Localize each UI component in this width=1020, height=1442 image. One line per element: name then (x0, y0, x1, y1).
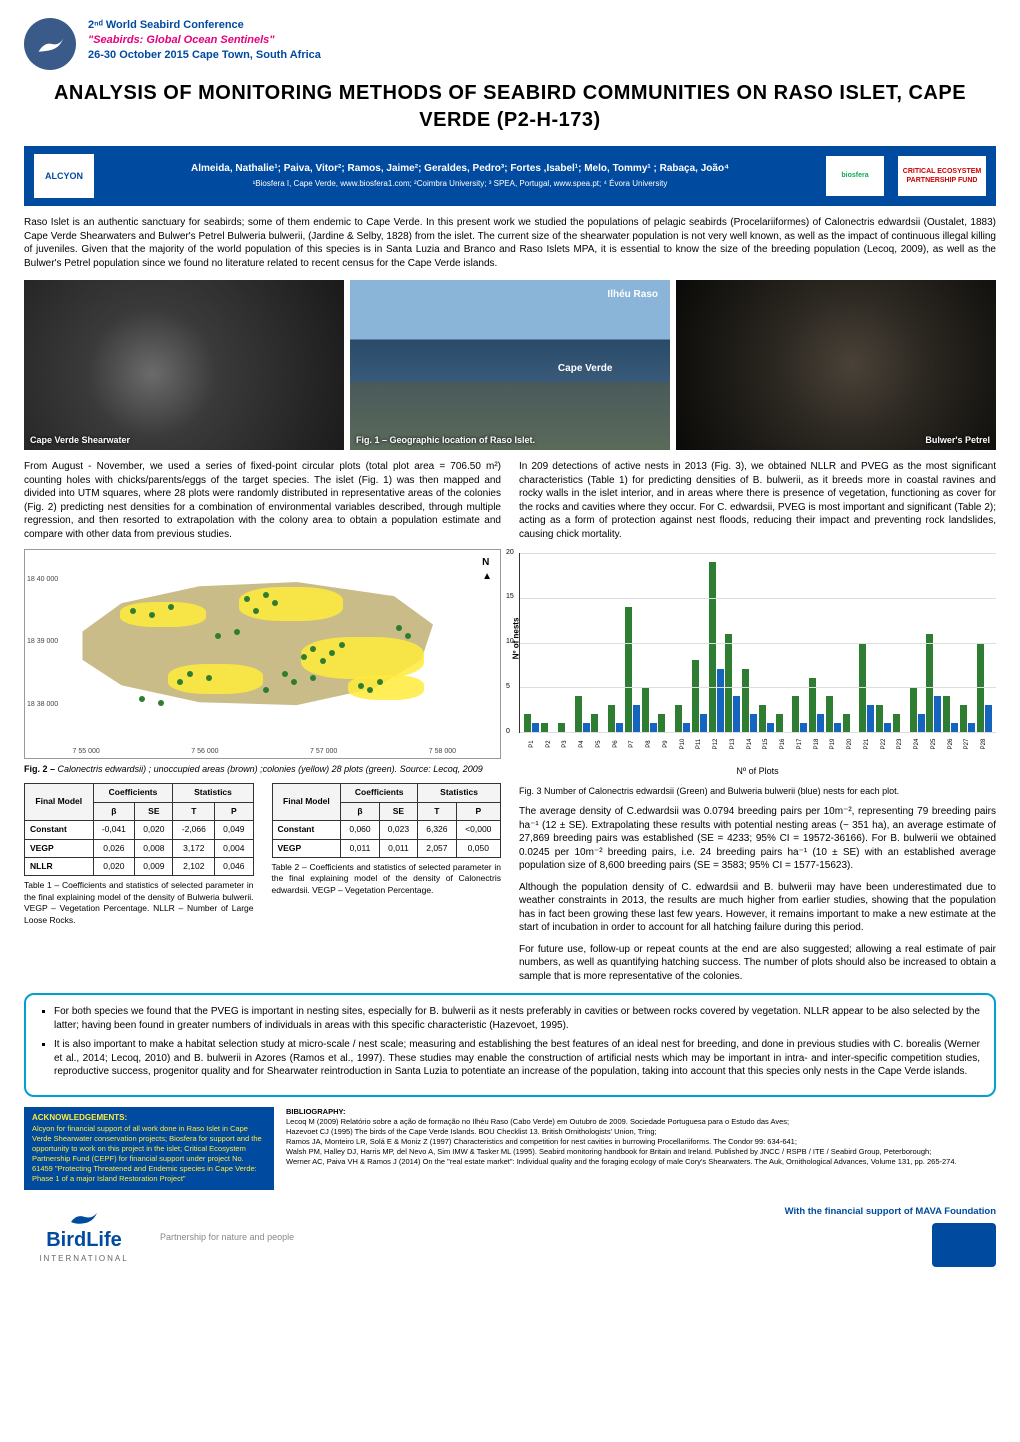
author-bar: ALCYON Almeida, Nathalie¹; Paiva, Vitor²… (24, 146, 996, 206)
birdlife-logo: BirdLife INTERNATIONAL (24, 1209, 144, 1265)
cv-label: Cape Verde (558, 362, 612, 376)
plot-point (310, 675, 316, 681)
author-affil: ¹Biosfera I, Cape Verde, www.biosfera1.c… (108, 179, 812, 190)
birdlife-intl: INTERNATIONAL (39, 1254, 128, 1265)
intro-paragraph: Raso Islet is an authentic sanctuary for… (24, 216, 996, 270)
photo-shearwater: Cape Verde Shearwater (24, 280, 344, 450)
plot-point (158, 700, 164, 706)
photo-row: Cape Verde Shearwater Ilhéu Raso Cape Ve… (24, 280, 996, 450)
acknowledgements-box: ACKNOWLEDGEMENTS: Alcyon for financial s… (24, 1107, 274, 1191)
fig2-prefix: Fig. 2 – (24, 764, 55, 774)
plot-point (187, 671, 193, 677)
photo-petrel: Bulwer's Petrel (676, 280, 996, 450)
table2-caption: Table 2 – Coefficients and statistics of… (272, 862, 502, 896)
table1-box: Final ModelCoefficientsStatisticsβSETPCo… (24, 783, 254, 926)
biosfera-logo: biosfera (826, 156, 884, 196)
plot-point (149, 612, 155, 618)
plot-point (310, 646, 316, 652)
plot-point (263, 592, 269, 598)
conf-line1: 2ⁿᵈ World Seabird Conference (88, 18, 321, 33)
conference-logo (24, 18, 76, 70)
bib-header: BIBLIOGRAPHY: (286, 1107, 996, 1117)
plot-point (130, 608, 136, 614)
finding-item: It is also important to make a habitat s… (54, 1038, 980, 1079)
partnership-text: Partnership for nature and people (160, 1231, 294, 1243)
plot-point (320, 658, 326, 664)
plot-point (139, 696, 145, 702)
poster-title: ANALYSIS OF MONITORING METHODS OF SEABIR… (24, 80, 996, 134)
fig2-body: Calonectris edwardsii) ; unoccupied area… (58, 764, 483, 774)
plot-point (358, 683, 364, 689)
plot-point (291, 679, 297, 685)
island-label: Ilhéu Raso (607, 288, 658, 302)
photo1-caption: Cape Verde Shearwater (30, 434, 130, 446)
results-para: The average density of C.edwardsii was 0… (519, 805, 996, 873)
ack-body: Alcyon for financial support of all work… (32, 1124, 266, 1185)
mava-text: With the financial support of MAVA Found… (785, 1206, 996, 1219)
photo3-caption: Bulwer's Petrel (925, 434, 990, 446)
figure-3-bar-chart: Nº of nests P1P2P3P4P5P6P7P8P9P10P11P12P… (519, 553, 996, 733)
fig3-xlabel: Nº of Plots (519, 765, 996, 777)
plot-point (339, 642, 345, 648)
plot-point (234, 629, 240, 635)
fig2-caption: Fig. 2 – Calonectris edwardsii) ; unoccu… (24, 763, 501, 775)
plot-point (301, 654, 307, 660)
author-names: Almeida, Nathalie¹; Paiva, Vitor²; Ramos… (191, 163, 729, 174)
table2-box: Final ModelCoefficientsStatisticsβSETPCo… (272, 783, 502, 926)
methods-paragraph: From August - November, we used a series… (24, 460, 501, 541)
plot-point (206, 675, 212, 681)
bib-entry: Hazevoet CJ (1995) The birds of the Cape… (286, 1127, 996, 1137)
plot-point (377, 679, 383, 685)
birdlife-text: BirdLife (46, 1227, 122, 1254)
plot-point (329, 650, 335, 656)
photo2-caption: Fig. 1 – Geographic location of Raso Isl… (356, 434, 535, 446)
cepf-logo: CRITICAL ECOSYSTEM PARTNERSHIP FUND (898, 156, 986, 196)
table-1: Final ModelCoefficientsStatisticsβSETPCo… (24, 783, 254, 876)
conference-header: 2ⁿᵈ World Seabird Conference "Seabirds: … (24, 18, 996, 70)
bib-entry: Werner AC, Paiva VH & Ramos J (2014) On … (286, 1157, 996, 1167)
plot-point (282, 671, 288, 677)
plot-point (177, 679, 183, 685)
bibliography-box: BIBLIOGRAPHY: Lecoq M (2009) Relatório s… (286, 1107, 996, 1191)
findings-box: For both species we found that the PVEG … (24, 993, 996, 1097)
alcyon-logo: ALCYON (34, 154, 94, 198)
plot-point (168, 604, 174, 610)
table1-caption: Table 1 – Coefficients and statistics of… (24, 880, 254, 926)
ack-header: ACKNOWLEDGEMENTS: (32, 1113, 266, 1124)
plot-point (396, 625, 402, 631)
results-intro-paragraph: In 209 detections of active nests in 201… (519, 460, 996, 541)
finding-item: For both species we found that the PVEG … (54, 1005, 980, 1032)
plot-point (263, 687, 269, 693)
plot-point (244, 596, 250, 602)
bib-entry: Ramos JA, Monteiro LR, Solá E & Moniz Z … (286, 1137, 996, 1147)
footer: BirdLife INTERNATIONAL Partnership for n… (24, 1200, 996, 1267)
mava-block: With the financial support of MAVA Found… (785, 1206, 996, 1267)
fig3-caption: Fig. 3 Number of Calonectris edwardsii (… (519, 785, 996, 797)
results-para3: For future use, follow-up or repeat coun… (519, 943, 996, 984)
table-2: Final ModelCoefficientsStatisticsβSETPCo… (272, 783, 502, 858)
figure-2-map: 18 40 00018 39 00018 38 0007 55 0007 56 … (24, 549, 501, 759)
bib-entry: Walsh PM, Halley DJ, Harris MP, del Nevo… (286, 1147, 996, 1157)
conf-line2: "Seabirds: Global Ocean Sentinels" (88, 33, 321, 48)
plot-point (272, 600, 278, 606)
results-para2: Although the population density of C. ed… (519, 881, 996, 935)
bib-entry: Lecoq M (2009) Relatório sobre a ação de… (286, 1117, 996, 1127)
mava-logo (932, 1223, 996, 1267)
conf-line3: 26-30 October 2015 Cape Town, South Afri… (88, 48, 321, 63)
photo-map: Ilhéu Raso Cape Verde Fig. 1 – Geographi… (350, 280, 670, 450)
